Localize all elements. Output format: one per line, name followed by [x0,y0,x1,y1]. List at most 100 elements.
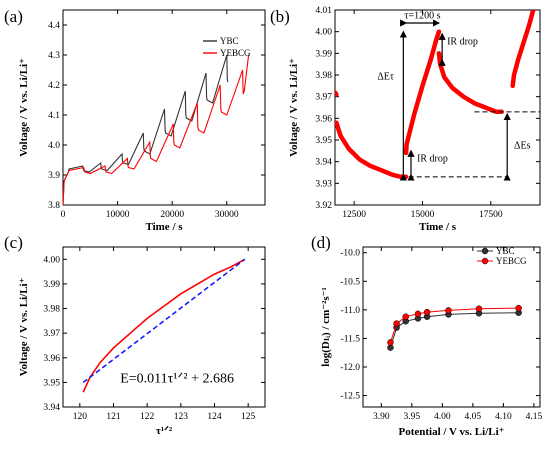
y-tick-label-b: 4.00 [315,28,332,38]
y-tick-label-a: 4.4 [48,21,60,31]
plot-frame-b [334,9,541,206]
x-tick-label-c: 125 [241,412,256,422]
y-tick-label-c: 3.94 [43,403,60,413]
relaxation-segment-3 [436,51,504,115]
ir-drop-bottom-label: IR drop [417,154,448,165]
data-point-YEBCG [393,320,400,327]
plot-frame-c [62,246,266,408]
y-tick-label-a: 3.8 [48,201,60,211]
panel-b-data [335,10,536,180]
x-tick-label-a: 0 [61,210,66,220]
x-axis-label-b: Time / s [419,221,457,233]
data-point-YEBCG [423,308,431,316]
y-tick-label-d: -11.5 [341,334,361,344]
y-tick-label-c: 3.96 [43,354,60,364]
x-tick-label-d: 4.00 [434,412,451,422]
legend-label-YBC: YBC [496,246,515,256]
legend-label-YEBCG: YEBCG [220,48,251,58]
legend-label-YEBCG: YEBCG [496,256,527,266]
y-tick-label-a: 3.9 [48,171,60,181]
y-tick-label-b: 3.95 [315,136,332,146]
x-tick-label-d: 4.05 [465,412,482,422]
x-tick-label-d: 4.15 [526,412,543,422]
x-tick-label-a: 10000 [106,210,130,220]
panel-a-label: (a) [4,7,23,26]
x-tick-label-b: 15000 [411,210,435,220]
y-tick-label-b: 3.92 [315,201,332,211]
x-tick-label-c: 121 [106,412,121,422]
plot-frame-a [62,9,266,206]
tau-annotation: τ=1200 s [404,11,440,22]
y-tick-label-a: 4.1 [48,111,60,121]
y-axis-label-a: Voltage / V vs. Li/Li⁺ [18,58,30,157]
y-tick-label-c: 3.98 [43,305,60,315]
x-tick-label-a: 30000 [215,210,239,220]
x-tick-label-c: 120 [73,412,88,422]
y-tick-label-b: 4.01 [315,6,332,16]
x-tick-label-d: 3.95 [404,412,421,422]
x-axis-label-a: Time / s [145,221,183,233]
relaxation-segment-0 [335,90,339,97]
series-line-fit [82,258,246,384]
data-point-YEBCG [475,305,483,312]
y-tick-label-a: 4.0 [48,141,60,151]
y-tick-label-d: -11.0 [341,306,361,316]
y-axis-label-d: log(Dₗᵢ) / cm⁻²s⁻¹ [320,287,332,367]
x-tick-label-c: 124 [207,412,222,422]
y-tick-label-a: 4.3 [48,51,60,61]
legend-swatch-dot-YBC [481,247,489,255]
data-point-YEBCG [515,304,522,312]
x-tick-label-b: 12500 [342,210,366,220]
y-tick-label-b: 3.99 [315,49,332,59]
data-point-YEBCG [387,339,394,346]
fit-equation: E=0.011τ¹ᐟ² + 2.686 [120,371,234,386]
panel-d-chart: 3.90 3.95 4.00 4.05 4.10 4.15 -12.5 -12.0 -11.5 -… [320,246,542,438]
delta-e-tau-label: ΔEτ [377,71,394,82]
panel-a-chart: 0 10000 20000 30000 3.8 3.9 4.0 4.1 4.2 4.3 4.4 Tim… [18,9,266,233]
x-axis-label-c: τ¹ᐟ² [156,425,173,437]
panel-c-chart: 120 121 122 123 124 125 3.94 3.95 3.96 3.97 3.98 3.… [18,246,266,437]
legend-swatch-dot-YEBCG [481,257,489,265]
y-tick-label-b: 3.93 [315,179,332,189]
y-tick-label-d: -12.5 [340,392,360,402]
x-tick-label-c: 123 [174,412,189,422]
data-point-YEBCG [445,307,452,314]
y-tick-label-b: 3.96 [315,114,332,124]
y-tick-label-c: 4.00 [43,255,60,265]
y-axis-label-c: Voltage / V vs. Li/Li⁺ [18,277,30,376]
panel-b-chart: 12500 15000 17500 3.92 3.93 3.94 3.95 3.96 3.97 3… [288,6,541,233]
legend-label-YBC: YBC [220,36,239,46]
x-tick-label-d: 4.10 [495,412,512,422]
series-line-data [82,258,246,393]
relaxation-segment-2 [403,29,442,156]
y-tick-label-c: 3.99 [43,280,60,290]
y-tick-label-b: 3.97 [315,93,332,103]
relaxation-segment-4 [510,10,536,89]
y-tick-label-c: 3.95 [43,378,60,388]
series-line-YBC [390,312,519,348]
y-tick-label-a: 4.2 [48,81,60,91]
x-axis-label-d: Potential / V vs. Li/Li⁺ [399,426,505,438]
y-tick-label-b: 3.98 [315,71,332,81]
y-tick-label-b: 3.94 [315,158,332,168]
y-tick-label-d: -10.5 [340,277,360,287]
panel-b-label: (b) [270,7,290,26]
y-tick-label-d: -10.0 [340,249,360,259]
panel-d-label: (d) [311,233,331,252]
data-point-YEBCG [414,310,422,318]
series-line-YEBCG [62,54,250,206]
plot-frame-d [362,246,541,408]
data-point-YEBCG [402,313,409,320]
y-axis-label-b: Voltage / V vs. Li/Li⁺ [288,58,300,157]
x-tick-label-d: 3.90 [373,412,390,422]
x-tick-label-a: 20000 [160,210,184,220]
series-line-YBC [62,54,229,206]
ir-drop-top-label: IR drop [447,37,478,48]
y-tick-label-d: -12.0 [340,363,360,373]
delta-es-label: ΔEs [514,141,531,152]
x-tick-label-c: 122 [140,412,155,422]
x-tick-label-b: 17500 [479,210,503,220]
panel-c-label: (c) [4,233,23,252]
relaxation-segment-1 [335,120,409,180]
